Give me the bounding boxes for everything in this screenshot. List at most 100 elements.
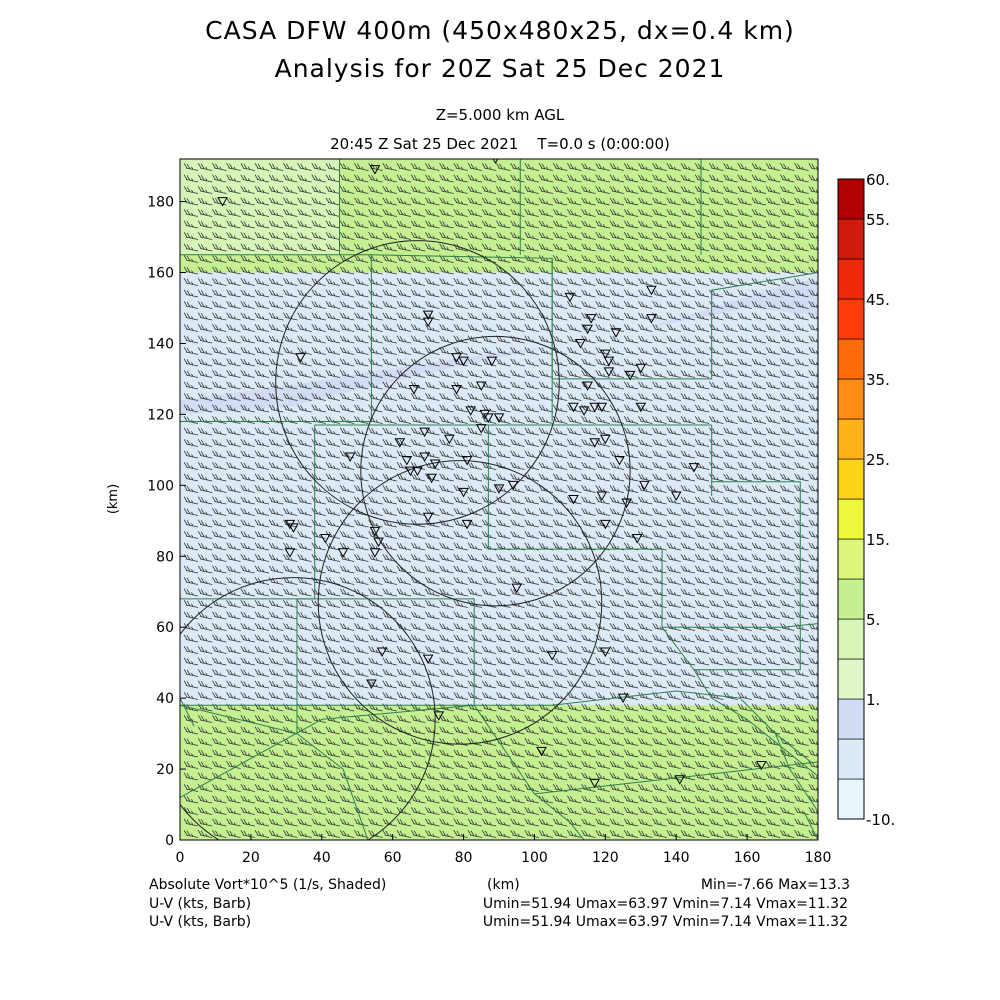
y-tick-label: 60 xyxy=(156,620,174,636)
station-marker xyxy=(461,519,473,530)
station-marker xyxy=(217,197,228,207)
station-marker xyxy=(465,406,476,416)
station-marker xyxy=(373,537,384,548)
x-tick-label: 180 xyxy=(805,850,832,866)
x-tick-label: 80 xyxy=(455,850,473,866)
station-marker xyxy=(646,285,657,296)
y-tick-label: 100 xyxy=(147,478,174,494)
station-marker xyxy=(451,385,462,395)
level-label: Z=5.000 km AGL xyxy=(435,106,565,124)
station-marker xyxy=(451,353,462,363)
county-border xyxy=(661,626,818,777)
county-border xyxy=(474,690,812,763)
station-marker xyxy=(419,427,430,438)
y-tick-label: 140 xyxy=(147,336,174,352)
station-marker xyxy=(599,519,611,530)
uv-label-1: U-V (kts, Barb) xyxy=(149,896,252,912)
station-marker xyxy=(585,314,597,324)
station-marker xyxy=(344,452,356,462)
station-marker xyxy=(546,651,558,661)
station-marker xyxy=(475,424,487,434)
shade-lavender-tongue xyxy=(180,279,818,415)
colorbar-swatch xyxy=(837,298,865,340)
x-tick-label: 160 xyxy=(734,850,761,866)
station-marker xyxy=(429,459,441,470)
x-tick-label: 60 xyxy=(384,850,402,866)
station-marker xyxy=(433,711,445,721)
colorbar-label: 55. xyxy=(866,211,890,229)
county-border xyxy=(296,598,475,706)
y-tick-label: 20 xyxy=(156,762,174,778)
station-marker xyxy=(483,413,494,423)
county-border xyxy=(534,793,585,840)
x-tick-label: 20 xyxy=(242,850,260,866)
station-marker xyxy=(366,679,377,689)
chart-title: CASA DFW 400m (450x480x25, dx=0.4 km) xyxy=(205,16,795,45)
county-border xyxy=(487,425,818,628)
x-tick-label: 0 xyxy=(176,850,185,866)
station-marker xyxy=(596,402,608,413)
station-marker xyxy=(610,328,622,338)
station-marker xyxy=(493,413,505,423)
county-border xyxy=(180,697,195,727)
colorbar-swatch xyxy=(837,338,865,380)
colorbar-swatch xyxy=(837,458,865,500)
county-border xyxy=(803,811,818,840)
colorbar-swatch xyxy=(837,738,865,780)
station-marker xyxy=(621,498,632,509)
station-marker xyxy=(419,452,430,462)
wind-barbs xyxy=(183,162,818,838)
colorbar-label: 60. xyxy=(866,171,890,189)
station-marker xyxy=(405,466,416,477)
colorbar-swatch xyxy=(837,538,865,580)
station-marker xyxy=(596,491,608,501)
station-marker xyxy=(688,463,700,473)
plot-frame xyxy=(179,158,819,841)
station-marker xyxy=(422,654,434,665)
y-tick-label: 120 xyxy=(147,407,174,423)
county-border xyxy=(180,254,372,422)
colorbar-swatch xyxy=(837,178,865,220)
station-marker xyxy=(376,647,388,658)
y-tick-label: 160 xyxy=(147,266,174,282)
colorbar-swatch xyxy=(837,218,865,260)
station-marker xyxy=(369,548,381,558)
county-border xyxy=(693,481,801,671)
station-marker xyxy=(319,534,331,544)
station-marker xyxy=(599,349,611,360)
shade-green-light xyxy=(180,159,340,255)
x-tick-label: 100 xyxy=(521,850,548,866)
colorbar-label: 25. xyxy=(866,451,890,469)
station-marker xyxy=(589,402,601,413)
station-marker xyxy=(646,314,657,324)
station-marker xyxy=(568,495,579,505)
x-tick-label: 140 xyxy=(663,850,690,866)
station-marker xyxy=(412,466,423,477)
station-marker xyxy=(603,356,615,367)
station-marker xyxy=(755,761,767,771)
radar-range-circle xyxy=(275,240,560,525)
y-tick-label: 40 xyxy=(156,691,174,707)
radar-range-circle xyxy=(317,460,603,745)
station-marker xyxy=(337,548,349,558)
station-marker xyxy=(536,746,547,757)
station-marker xyxy=(599,434,611,445)
colorbar-swatch xyxy=(837,618,865,660)
station-marker xyxy=(369,165,381,175)
station-marker xyxy=(638,480,650,491)
station-marker xyxy=(486,356,498,367)
station-marker xyxy=(603,367,615,377)
colorbar-label: 5. xyxy=(866,611,880,629)
station-marker xyxy=(394,438,406,448)
station-marker xyxy=(493,484,505,494)
station-marker xyxy=(599,647,611,658)
station-marker xyxy=(475,381,487,392)
station-marker xyxy=(624,370,636,381)
station-marker xyxy=(575,338,586,349)
station-marker xyxy=(401,455,413,466)
county-border xyxy=(473,704,535,795)
station-marker xyxy=(589,438,601,448)
colorbar-frame xyxy=(837,178,865,820)
county-border xyxy=(180,704,369,840)
station-marker xyxy=(461,455,473,466)
